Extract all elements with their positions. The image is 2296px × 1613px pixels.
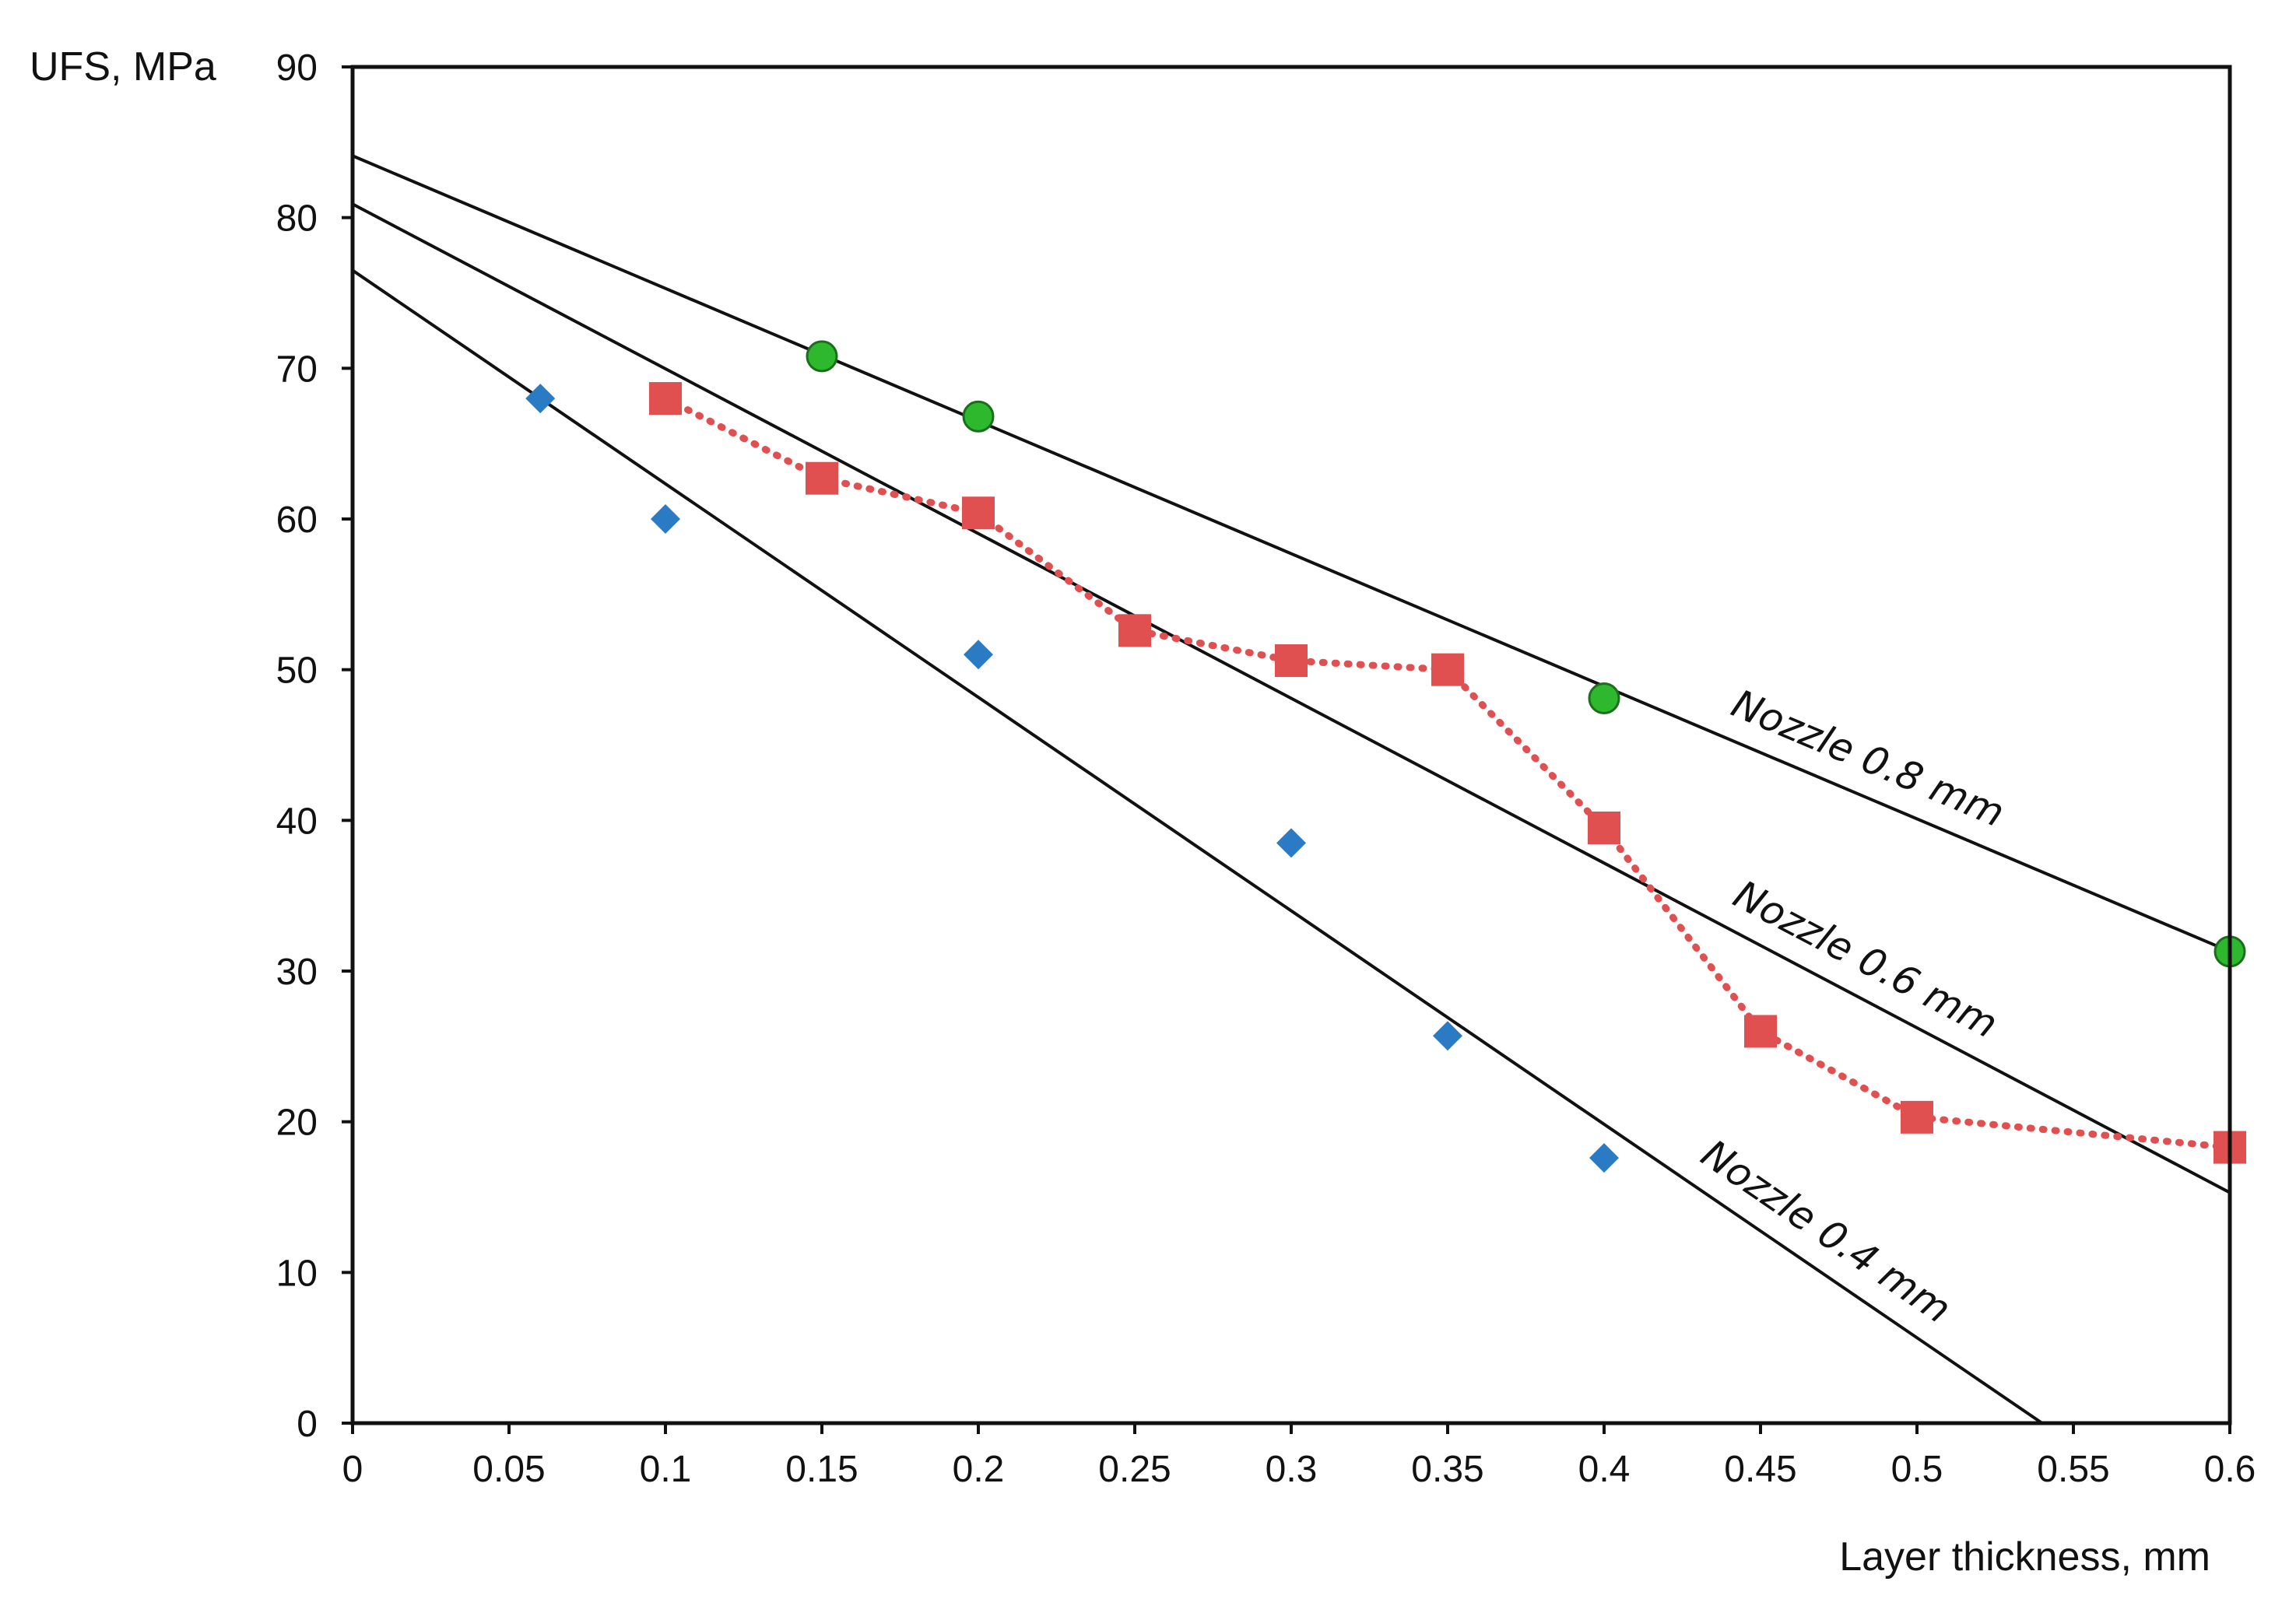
y-axis-title: UFS, MPa bbox=[30, 44, 216, 89]
y-tick-label: 30 bbox=[276, 952, 318, 993]
x-tick-label: 0.05 bbox=[472, 1449, 545, 1490]
diamond-point bbox=[1276, 828, 1306, 858]
y-tick-label: 90 bbox=[276, 47, 318, 89]
square-point bbox=[1118, 614, 1151, 647]
y-tick-label: 50 bbox=[276, 650, 318, 692]
x-tick-label: 0.1 bbox=[640, 1449, 692, 1490]
y-tick-label: 0 bbox=[297, 1404, 318, 1445]
square-point bbox=[1744, 1015, 1777, 1048]
x-tick-label: 0.25 bbox=[1098, 1449, 1171, 1490]
diamond-point bbox=[651, 504, 680, 534]
trend-line bbox=[352, 154, 2231, 953]
square-point bbox=[1588, 812, 1620, 845]
circle-point bbox=[1588, 682, 1620, 714]
square-point bbox=[649, 382, 682, 416]
square-point bbox=[962, 496, 995, 530]
axes: 0 0.05 0.1 0.15 0.2 0.25 0.3 0.35 0.4 0.45 0.5 0.55… bbox=[276, 47, 2256, 1490]
x-tick-label: 0.55 bbox=[2037, 1449, 2109, 1490]
x-tick-label: 0.4 bbox=[1578, 1449, 1631, 1490]
circle-point bbox=[806, 340, 838, 373]
diamond-point bbox=[1433, 1021, 1462, 1051]
diamond-point bbox=[1589, 1143, 1619, 1173]
diamond-point bbox=[964, 640, 993, 670]
y-tick-label: 40 bbox=[276, 801, 318, 842]
series-connectors bbox=[662, 394, 2234, 1152]
x-tick-label: 0.15 bbox=[785, 1449, 858, 1490]
square-point bbox=[1431, 653, 1464, 686]
diamond-point bbox=[525, 384, 556, 414]
y-tick-label: 60 bbox=[276, 500, 318, 541]
square-point bbox=[1901, 1100, 1933, 1134]
x-tick-label: 0.45 bbox=[1724, 1449, 1796, 1490]
trend-line bbox=[352, 202, 2231, 1194]
square-point bbox=[1275, 644, 1308, 678]
trend-lines bbox=[351, 154, 2231, 1425]
square-point bbox=[806, 461, 838, 495]
series-connector bbox=[662, 394, 2234, 1152]
y-tick-label: 70 bbox=[276, 349, 318, 390]
y-tick-label: 20 bbox=[276, 1103, 318, 1144]
x-axis-title: Layer thickness, mm bbox=[1839, 1534, 2210, 1580]
x-tick-label: 0.5 bbox=[1891, 1449, 1943, 1490]
y-tick-label: 80 bbox=[276, 198, 318, 240]
trend-line bbox=[351, 268, 2043, 1425]
y-tick-label: 10 bbox=[276, 1253, 318, 1294]
data-markers bbox=[525, 340, 2246, 1173]
x-tick-label: 0.35 bbox=[1411, 1449, 1483, 1490]
x-tick-label: 0.2 bbox=[953, 1449, 1005, 1490]
circle-point bbox=[962, 400, 995, 433]
x-tick-label: 0.3 bbox=[1266, 1449, 1318, 1490]
x-tick-label: 0 bbox=[342, 1449, 363, 1490]
x-tick-label: 0.6 bbox=[2204, 1449, 2256, 1490]
